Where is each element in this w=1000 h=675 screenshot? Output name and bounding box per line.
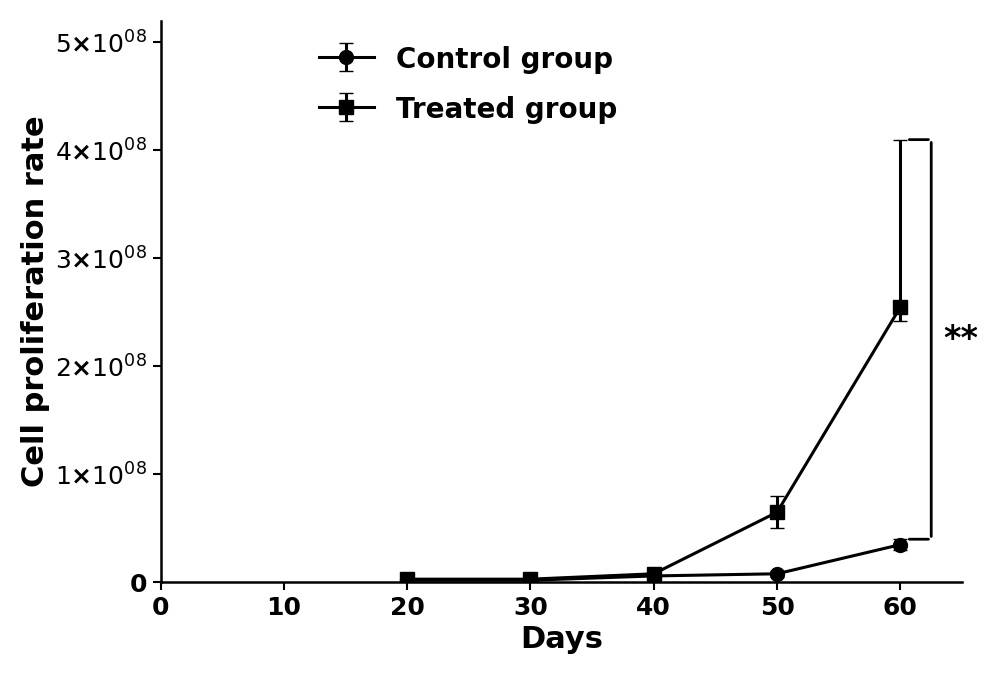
- Legend: Control group, Treated group: Control group, Treated group: [319, 46, 618, 124]
- Y-axis label: Cell proliferation rate: Cell proliferation rate: [21, 116, 50, 487]
- X-axis label: Days: Days: [520, 625, 603, 654]
- Text: **: **: [944, 323, 979, 356]
